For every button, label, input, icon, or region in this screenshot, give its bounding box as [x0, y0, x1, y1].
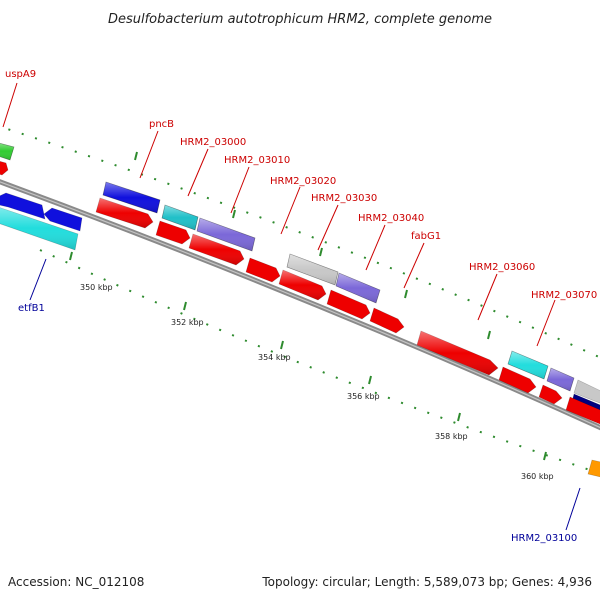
tick-mark-350: [69, 251, 73, 261]
topology-text: Topology: circular; Length: 5,589,073 bp…: [261, 575, 592, 589]
genome-backbone: [0, 179, 600, 431]
tick-label: 358 kbp: [435, 432, 468, 441]
tick-label: 360 kbp: [521, 472, 554, 481]
arrow-4: [245, 257, 281, 283]
arrow-10: [538, 384, 563, 405]
reverse-arrow-2: [43, 207, 83, 232]
gene-label-uspA9: uspA9: [5, 69, 36, 80]
gene-gray-edge-block: [573, 379, 600, 404]
gene-HRM2_03070-block: [546, 367, 575, 392]
gene-label-HRM2_03030: HRM2_03030: [311, 193, 377, 204]
tick-mark-356: [368, 375, 372, 385]
gene-label-HRM2_03060: HRM2_03060: [469, 262, 535, 273]
arrow-11: [565, 396, 600, 425]
outer-gene-track: [0, 143, 600, 414]
tick-mark-outer-2: [232, 209, 236, 219]
accession-text: Accession: NC_012108: [8, 575, 144, 589]
tick-mark-354: [280, 340, 284, 350]
major-ticks: [69, 151, 547, 461]
reverse-gene-gloss: [0, 207, 78, 250]
tick-label: 354 kbp: [258, 353, 291, 362]
tick-mark-352: [183, 301, 187, 311]
tick-mark-360: [543, 451, 547, 461]
reverse-gene-track: [0, 192, 600, 478]
gene-label-HRM2_03010: HRM2_03010: [224, 155, 290, 166]
tick-label: 356 kbp: [347, 392, 380, 401]
tick-label: 352 kbp: [171, 318, 204, 327]
forward-arrow-gloss: [96, 198, 498, 375]
tick-mark-outer-5: [487, 330, 491, 340]
gene-HRM2_03020-block: [286, 253, 339, 286]
arrow-6: [326, 289, 371, 320]
tick-mark-358: [457, 412, 461, 422]
gene-label-HRM2_03040: HRM2_03040: [358, 213, 424, 224]
tick-mark-outer-3: [319, 247, 323, 257]
gene-HRM2_03060-block: [507, 350, 549, 380]
arrow-left-edge: [0, 161, 9, 176]
reverse-arrow-1: [0, 192, 46, 220]
gene-uspA9-block: [0, 143, 15, 161]
gene-label-fabG1: fabG1: [411, 231, 441, 242]
gene-label-pncB: pncB: [149, 119, 174, 130]
tick-mark-outer-4: [404, 289, 408, 299]
gene-HRM2_03010-block: [196, 217, 256, 252]
tick-track: [0, 125, 600, 471]
gene-label-HRM2_03070: HRM2_03070: [531, 290, 597, 301]
map-title: Desulfobacterium autotrophicum HRM2, com…: [108, 12, 492, 27]
gene-label-etfB1: etfB1: [18, 303, 45, 314]
gene-labels: uspA9 pncB HRM2_03000 HRM2_03010 HRM2_03…: [2, 69, 597, 544]
gene-label-HRM2_03100: HRM2_03100: [511, 533, 577, 544]
gene-HRM2_03030-block: [335, 272, 381, 304]
gene-pncB-block: [102, 181, 161, 214]
tick-label: 350 kbp: [80, 283, 113, 292]
arrow-9: [498, 366, 537, 394]
gene-label-HRM2_03000: HRM2_03000: [180, 137, 246, 148]
gene-HRM2_03100-block: [587, 459, 600, 478]
arrow-7: [369, 307, 405, 334]
tick-mark-outer-1: [134, 151, 138, 161]
tick-labels: 350 kbp 352 kbp 354 kbp 356 kbp 358 kbp …: [80, 283, 554, 481]
gene-label-HRM2_03020: HRM2_03020: [270, 176, 336, 187]
arrow-2: [155, 220, 191, 245]
gene-HRM2_03000-block: [161, 204, 199, 231]
